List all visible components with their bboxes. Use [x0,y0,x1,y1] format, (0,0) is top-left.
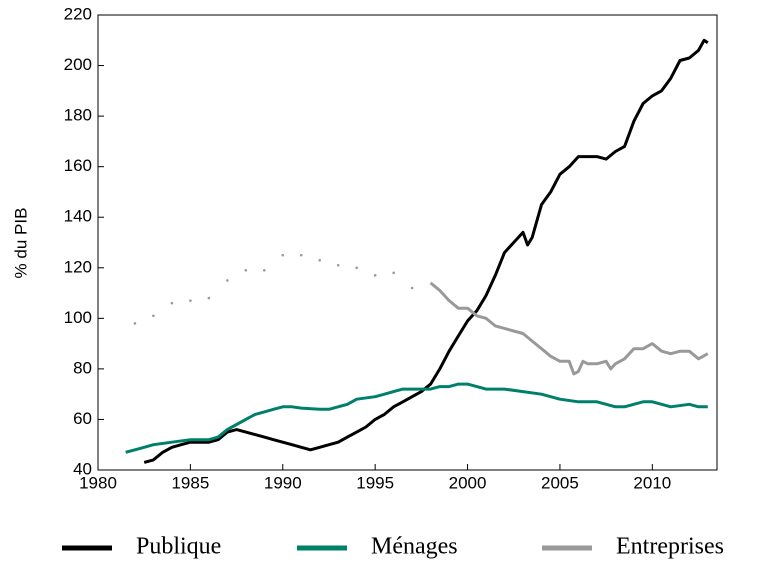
data-point [170,301,174,305]
x-tick-label: 2000 [449,473,487,492]
x-tick-label: 1995 [356,473,394,492]
y-tick-label: 140 [64,207,92,226]
x-tick-label: 1980 [79,473,117,492]
data-point [244,269,248,272]
data-point [392,271,395,275]
y-tick-label: 180 [64,106,92,125]
data-point [262,269,266,272]
data-point [318,258,322,262]
x-tick-label: 2005 [541,473,579,492]
data-point [152,314,155,318]
data-line [143,38,709,464]
legend-label: Entreprises [616,534,724,560]
legend-label: Ménages [371,534,458,560]
data-point [355,266,358,270]
y-axis-label: % du PIB [11,208,30,279]
data-line [429,281,709,376]
data-point [299,253,303,257]
y-tick-label: 160 [64,156,92,175]
y-tick-label: 200 [64,55,92,74]
data-point [336,263,340,267]
y-tick-label: 220 [64,4,92,23]
x-tick-label: 2010 [633,473,671,492]
legend-label: Publique [136,534,221,560]
y-tick-label: 60 [73,409,92,428]
x-tick-label: 1985 [171,473,209,492]
y-tick-label: 40 [73,459,92,478]
data-point [373,274,377,277]
data-point [189,299,192,302]
y-tick-label: 80 [73,358,92,377]
y-tick-label: 120 [64,257,92,276]
data-line [125,382,708,454]
x-tick-label: 1990 [264,473,302,492]
data-point [226,279,229,282]
data-point [133,322,137,325]
y-tick-label: 100 [64,308,92,327]
data-point [410,286,414,290]
plot-frame [97,14,718,471]
data-point [281,253,285,257]
data-point [207,296,211,300]
